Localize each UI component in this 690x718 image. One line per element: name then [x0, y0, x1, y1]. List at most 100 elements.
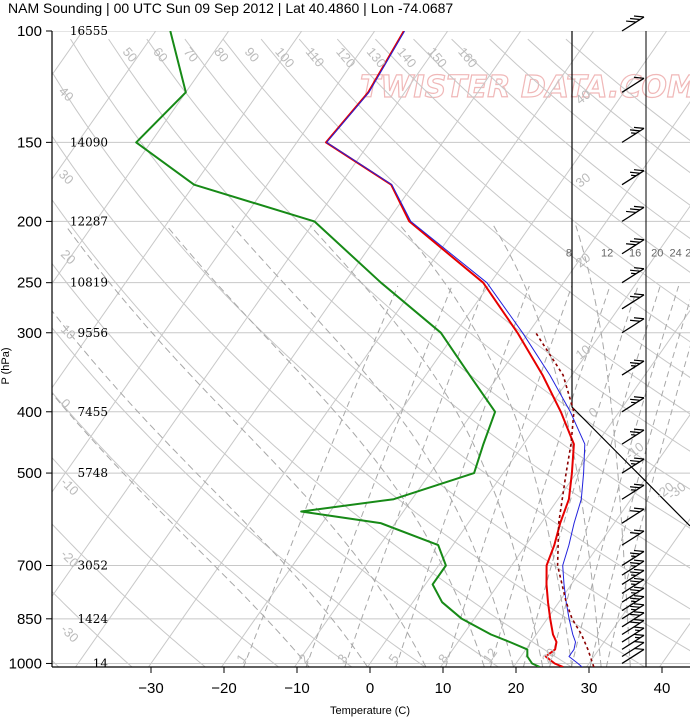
parcel-line: [535, 332, 595, 667]
isotherm-label: 90: [242, 44, 263, 65]
wind-barb: [621, 76, 645, 93]
wind-barb: [621, 483, 645, 500]
dry-adiabat-line: [52, 198, 572, 667]
y-tick-label: 400: [17, 404, 42, 421]
x-tick-label: 30: [581, 680, 598, 697]
isotherm-line: [440, 309, 690, 667]
wind-barb: [621, 205, 645, 222]
height-label: 10819: [70, 276, 108, 290]
mixing-ratio-line: [570, 285, 680, 667]
height-label: 9556: [77, 326, 108, 340]
dry-adiabat-line: [52, 590, 133, 667]
moist-adiabat-line: [399, 225, 573, 667]
wind-barbs: [621, 15, 645, 665]
wind-barb: [621, 267, 645, 284]
dry-adiabat-line: [52, 326, 426, 667]
isotherm-line: [52, 31, 230, 285]
x-tick-label: −10: [284, 680, 309, 697]
y-tick-label: 150: [17, 134, 42, 151]
dry-adiabat-line: [52, 456, 279, 667]
isotherm-line: [513, 414, 690, 667]
x-tick-label: 20: [508, 680, 525, 697]
wind-barb: [621, 626, 645, 643]
height-label: 14090: [70, 135, 108, 149]
mixing-ratio-line: [522, 285, 639, 667]
x-axis-title: Temperature (C): [330, 705, 410, 717]
isotherm-line: [52, 31, 376, 493]
wind-barb: [621, 293, 645, 310]
isotherm-line: [586, 518, 690, 667]
isotherm-label: 150: [425, 44, 450, 70]
y-tick-label: 250: [17, 275, 42, 292]
watermark: TWISTER DATA.COM: [360, 70, 690, 105]
dewpoint-line: [135, 31, 541, 667]
mixing-ratio-line: [395, 285, 530, 667]
wind-barb: [621, 507, 645, 524]
dry-adiabat-label: 20: [573, 250, 594, 271]
wind-barb: [621, 549, 645, 567]
dry-adiabat-line: [146, 38, 690, 529]
y-tick-label: 500: [17, 465, 42, 482]
isotherm-line: [52, 31, 449, 598]
moist-adiabat-line: [166, 225, 485, 667]
moist-adiabat-line: [493, 225, 602, 667]
wind-barb: [621, 618, 645, 636]
x-tick-label: 40: [654, 680, 671, 697]
dry-adiabat-line: [298, 38, 690, 379]
height-label: 1424: [77, 612, 108, 626]
isotherm-label: 100: [272, 44, 297, 70]
isotherm-label: 120: [333, 44, 358, 70]
dry-adiabat-line: [70, 38, 690, 610]
isotherm-label: 140: [394, 44, 419, 70]
dry-adiabat-line: [375, 38, 690, 308]
mixing-ratio-line: [445, 285, 573, 667]
y-tick-label: 200: [17, 213, 42, 230]
virtual-temperature-line: [326, 31, 586, 667]
wind-barb: [621, 169, 645, 186]
mixing-ratio-label: 24: [670, 248, 682, 260]
wind-barb: [621, 457, 645, 474]
y-tick-label: 850: [17, 611, 42, 628]
mixing-ratio-label: 12: [601, 248, 613, 260]
dry-adiabat-line: [222, 38, 690, 452]
y-tick-label: 300: [17, 325, 42, 342]
dry-adiabat-line: [52, 262, 499, 667]
moist-adiabat-line: [309, 225, 544, 667]
mixing-ratio-label: 20: [651, 248, 663, 260]
wind-barb: [621, 359, 645, 376]
dry-adiabat-line: [52, 71, 690, 652]
isotherm-label: 50: [120, 44, 141, 65]
mixing-ratio-label: 12: [480, 645, 501, 665]
wind-barb: [621, 396, 645, 413]
mixing-ratio-line: [243, 285, 399, 667]
y-tick-label: 700: [17, 557, 42, 574]
wind-barb: [621, 640, 645, 658]
isotherm-line: [75, 31, 522, 667]
mixing-ratio-label: 20: [539, 645, 560, 665]
isotherm-label: 130: [364, 44, 389, 70]
wind-barb: [621, 529, 645, 546]
chart-title: NAM Sounding | 00 UTC Sun 09 Sep 2012 | …: [8, 0, 453, 16]
x-tick-label: 0: [366, 680, 374, 697]
dry-adiabat-label: 40: [56, 84, 77, 105]
height-label: 5748: [77, 466, 108, 480]
wind-barb: [621, 647, 645, 665]
y-tick-label: 1000: [9, 655, 42, 672]
temperature-line: [325, 31, 575, 667]
height-label: 14: [93, 656, 109, 670]
isotherm-line: [52, 31, 157, 181]
dry-adiabat-line: [336, 38, 690, 343]
dry-adiabat-line: [527, 38, 690, 174]
dry-adiabat-line: [52, 523, 206, 667]
wind-barb: [621, 611, 645, 628]
isotherm-line: [659, 622, 690, 667]
mixing-ratio-label: 8: [566, 248, 572, 260]
height-label: 12287: [70, 214, 108, 228]
moist-adiabat-line: [231, 225, 514, 667]
dry-adiabat-line: [108, 38, 690, 569]
mixing-ratio-label: 16: [629, 248, 641, 260]
isotherm-line: [367, 205, 690, 667]
profile-lines: [135, 31, 595, 667]
height-label: 3052: [77, 558, 108, 572]
axis-labels: −30 −20 −10 0 10 20 30 40 100 150 200 250 300 400 500 7…: [9, 23, 690, 697]
